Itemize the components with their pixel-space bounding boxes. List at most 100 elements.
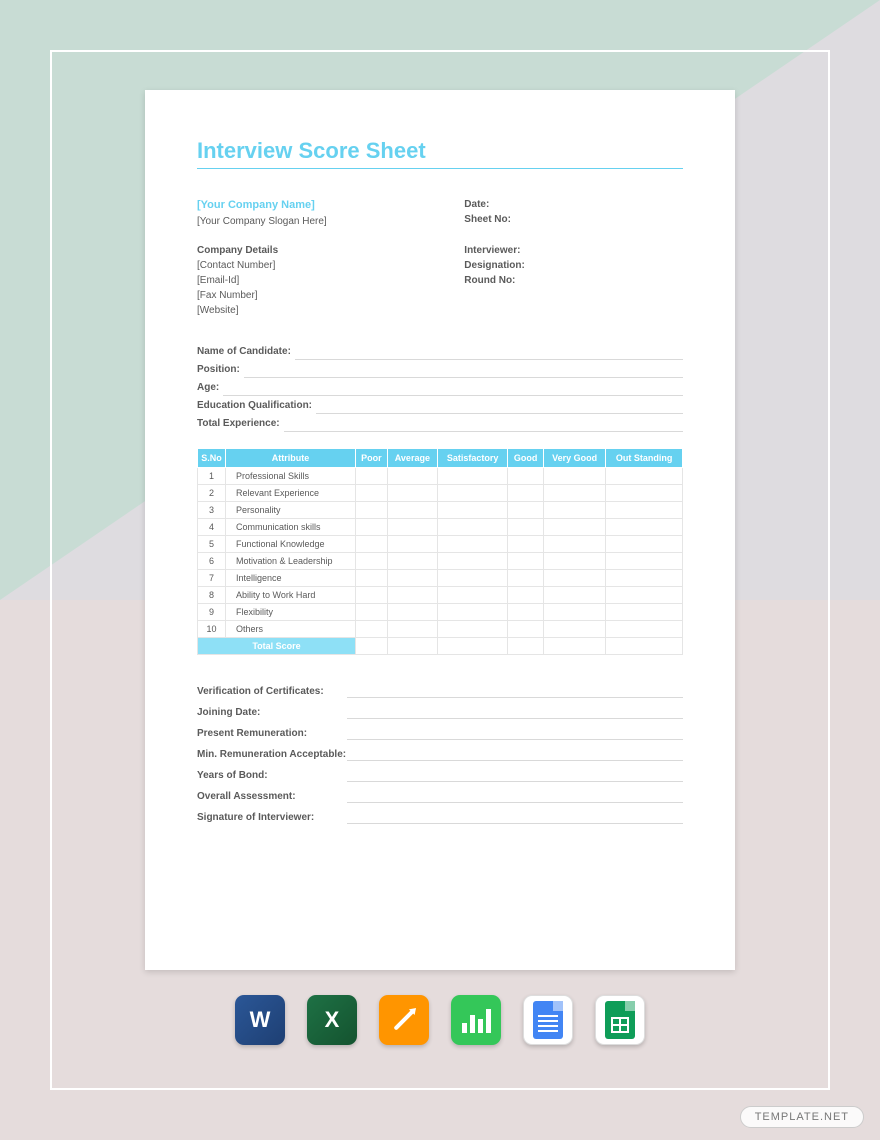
cell-attribute: Motivation & Leadership xyxy=(226,553,356,570)
pages-icon[interactable] xyxy=(379,995,429,1045)
score-table: S.NoAttributePoorAverageSatisfactoryGood… xyxy=(197,448,683,656)
table-header: Average xyxy=(387,448,437,468)
gdocs-glyph xyxy=(533,1001,563,1039)
cell-score xyxy=(387,570,437,587)
field-label: Name of Candidate: xyxy=(197,344,291,360)
cell-score xyxy=(606,621,683,638)
cell-sn: 9 xyxy=(198,604,226,621)
table-row: 1Professional Skills xyxy=(198,468,683,485)
cell-attribute: Intelligence xyxy=(226,570,356,587)
cell-score xyxy=(606,468,683,485)
table-row: 5Functional Knowledge xyxy=(198,536,683,553)
verify-label: Joining Date: xyxy=(197,706,347,719)
cell-score xyxy=(543,519,605,536)
cell-score xyxy=(437,587,507,604)
cell-total xyxy=(543,638,605,655)
icon-label: X xyxy=(325,1007,340,1033)
bars-icon xyxy=(462,1007,491,1033)
cell-attribute: Flexibility xyxy=(226,604,356,621)
verify-label: Present Remuneration: xyxy=(197,727,347,740)
cell-score xyxy=(606,502,683,519)
cell-score xyxy=(387,553,437,570)
cell-score xyxy=(387,519,437,536)
company-name: [Your Company Name] xyxy=(197,197,464,214)
verify-row: Min. Remuneration Acceptable: xyxy=(197,748,683,761)
header-info-2: Company Details [Contact Number] [Email-… xyxy=(197,243,683,318)
candidate-section: Name of Candidate:Position:Age:Education… xyxy=(197,344,683,432)
cell-score xyxy=(508,485,544,502)
field-line xyxy=(284,420,683,432)
verify-row: Joining Date: xyxy=(197,706,683,719)
meta-date: Date: xyxy=(464,197,683,212)
word-icon[interactable]: W xyxy=(235,995,285,1045)
verify-line xyxy=(347,812,683,824)
verify-label: Overall Assessment: xyxy=(197,790,347,803)
cell-score xyxy=(387,604,437,621)
cell-score xyxy=(356,604,388,621)
verify-line xyxy=(347,707,683,719)
cell-sn: 4 xyxy=(198,519,226,536)
verify-row: Overall Assessment: xyxy=(197,790,683,803)
cell-score xyxy=(508,502,544,519)
table-row: 3Personality xyxy=(198,502,683,519)
table-header: Good xyxy=(508,448,544,468)
cell-score xyxy=(543,502,605,519)
company-email: [Email-Id] xyxy=(197,273,464,288)
cell-sn: 1 xyxy=(198,468,226,485)
verify-line xyxy=(347,770,683,782)
cell-sn: 7 xyxy=(198,570,226,587)
cell-score xyxy=(606,604,683,621)
verify-label: Min. Remuneration Acceptable: xyxy=(197,748,347,761)
cell-attribute: Ability to Work Hard xyxy=(226,587,356,604)
verification-section: Verification of Certificates: Joining Dat… xyxy=(197,685,683,824)
table-header: Satisfactory xyxy=(437,448,507,468)
cell-score xyxy=(437,502,507,519)
cell-score xyxy=(543,485,605,502)
cell-score xyxy=(543,621,605,638)
icon-label: W xyxy=(250,1007,271,1033)
candidate-field-row: Age: xyxy=(197,380,683,396)
cell-sn: 8 xyxy=(198,587,226,604)
candidate-field-row: Position: xyxy=(197,362,683,378)
table-row: 10Others xyxy=(198,621,683,638)
cell-sn: 2 xyxy=(198,485,226,502)
cell-score xyxy=(508,519,544,536)
google-docs-icon[interactable] xyxy=(523,995,573,1045)
meta-designation: Designation: xyxy=(464,258,683,273)
cell-score xyxy=(356,553,388,570)
cell-score xyxy=(606,587,683,604)
meta-sheet-no: Sheet No: xyxy=(464,212,683,227)
cell-score xyxy=(387,502,437,519)
cell-score xyxy=(437,621,507,638)
meta-round-no: Round No: xyxy=(464,273,683,288)
cell-score xyxy=(437,519,507,536)
table-row: 8Ability to Work Hard xyxy=(198,587,683,604)
company-contact: [Contact Number] xyxy=(197,258,464,273)
cell-score xyxy=(437,570,507,587)
total-row: Total Score xyxy=(198,638,683,655)
cell-score xyxy=(543,604,605,621)
google-sheets-icon[interactable] xyxy=(595,995,645,1045)
table-header: Out Standing xyxy=(606,448,683,468)
table-header: Very Good xyxy=(543,448,605,468)
field-line xyxy=(223,384,683,396)
cell-score xyxy=(606,553,683,570)
field-line xyxy=(244,366,683,378)
cell-score xyxy=(356,587,388,604)
table-row: 4Communication skills xyxy=(198,519,683,536)
cell-attribute: Communication skills xyxy=(226,519,356,536)
cell-score xyxy=(387,485,437,502)
cell-sn: 6 xyxy=(198,553,226,570)
verify-line xyxy=(347,686,683,698)
verify-label: Verification of Certificates: xyxy=(197,685,347,698)
table-header: S.No xyxy=(198,448,226,468)
cell-score xyxy=(606,536,683,553)
cell-score xyxy=(387,587,437,604)
company-slogan: [Your Company Slogan Here] xyxy=(197,214,464,229)
excel-icon[interactable]: X xyxy=(307,995,357,1045)
cell-score xyxy=(543,536,605,553)
cell-score xyxy=(543,570,605,587)
cell-attribute: Professional Skills xyxy=(226,468,356,485)
cell-score xyxy=(356,621,388,638)
numbers-icon[interactable] xyxy=(451,995,501,1045)
